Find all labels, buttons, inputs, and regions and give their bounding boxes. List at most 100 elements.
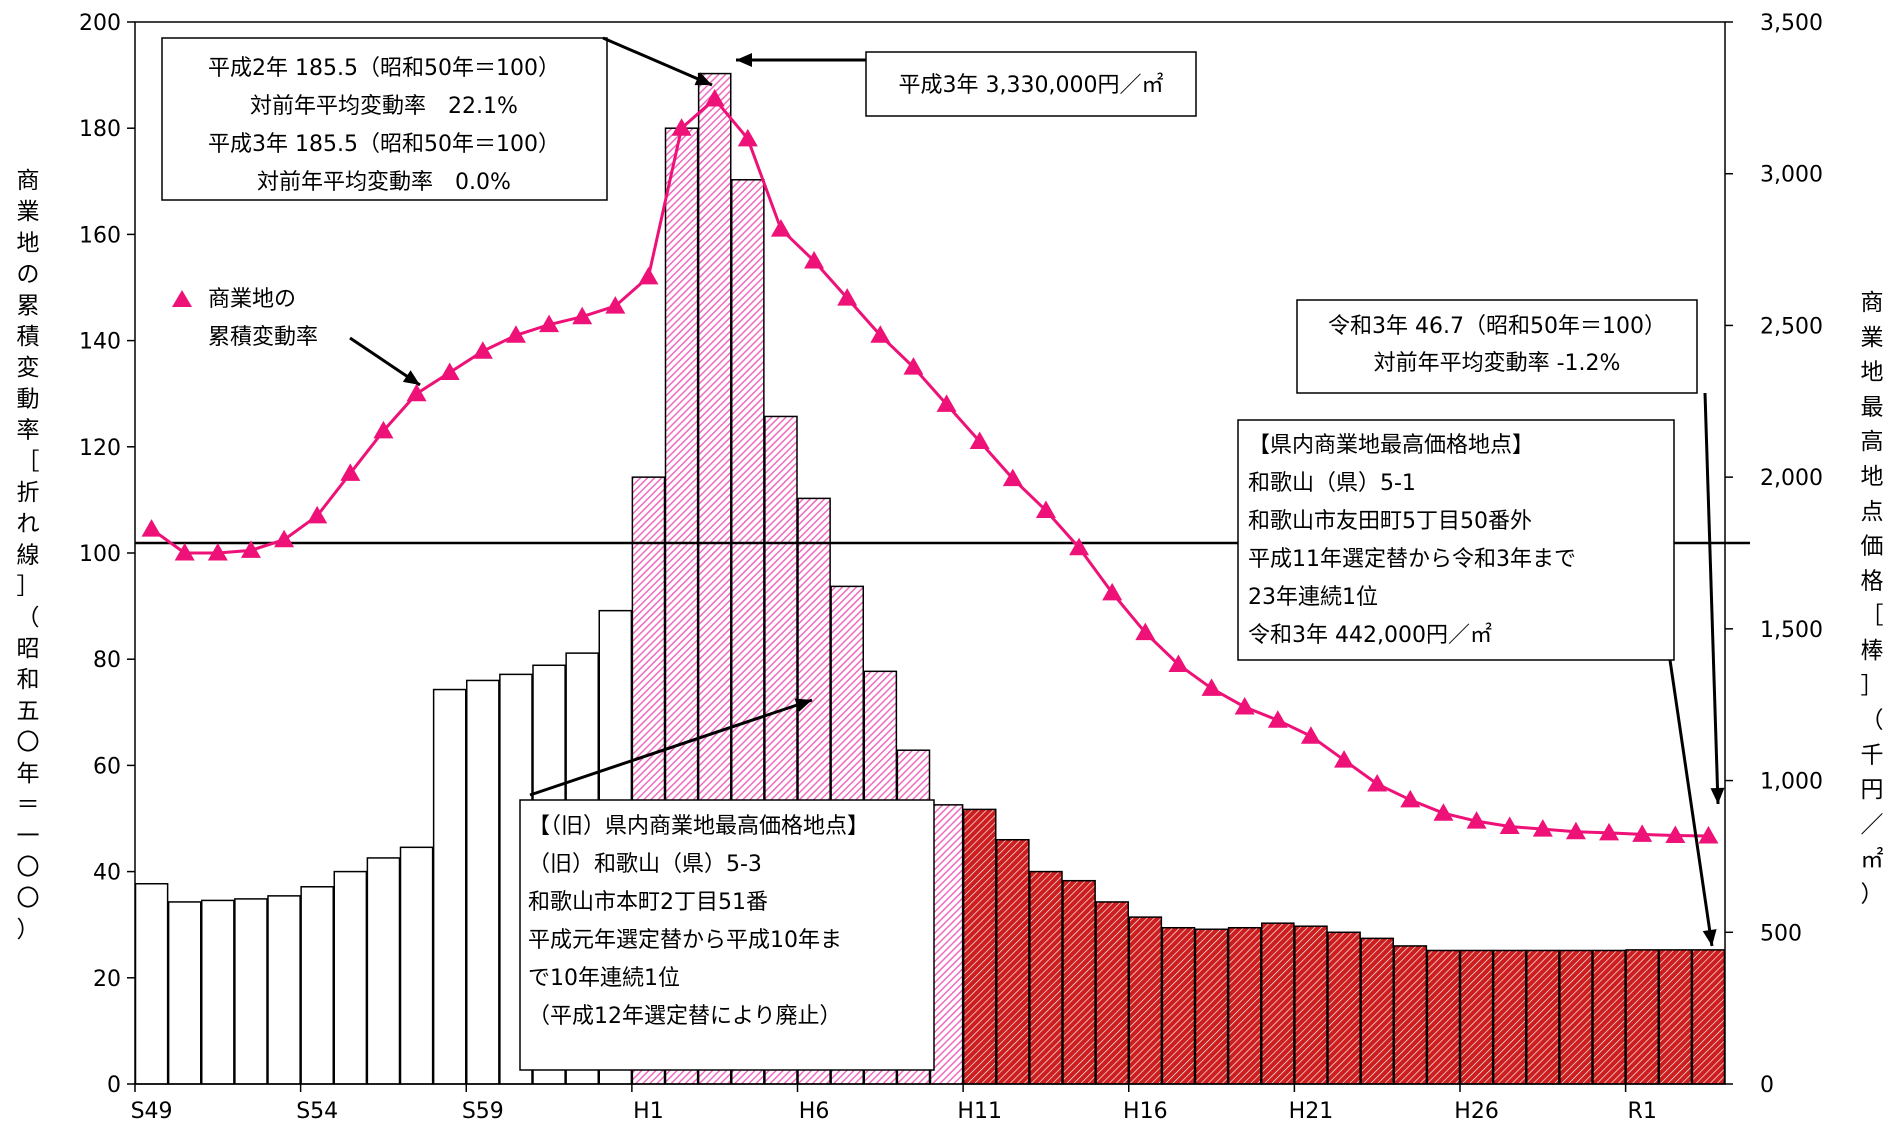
right-tick-label: 500 (1760, 921, 1802, 946)
bar-S49 (134, 882, 169, 1085)
bar-H11 (962, 808, 997, 1085)
line-point-H7 (837, 288, 858, 306)
line-point-H24 (1400, 789, 1421, 808)
annotation-box-5-text: 平成元年選定替から平成10年ま (528, 928, 842, 953)
bar-S56 (366, 857, 401, 1085)
left-tick-label: 140 (79, 330, 121, 355)
line-point-H2 (671, 118, 692, 136)
annotation-box-5-text: （旧）和歌山（県）5-3 (528, 852, 762, 877)
line-point-H30 (1599, 822, 1620, 841)
right-tick-label: 3,500 (1760, 11, 1823, 36)
right-axis-ticks: 0 500 1,000 1,500 2,000 2,500 3,000 3,500 (1725, 11, 1823, 1098)
line-point-H12 (1002, 468, 1023, 487)
annotation-box-4-text: 和歌山市友田町5丁目50番外 (1248, 509, 1532, 534)
line-point-R3 (1698, 826, 1719, 844)
x-tick-label: S54 (296, 1099, 338, 1124)
line-point-S63 (605, 296, 626, 314)
left-tick-label: 180 (79, 117, 121, 142)
bar-H26 (1459, 949, 1494, 1085)
right-tick-label: 2,000 (1760, 466, 1823, 491)
arrow-box3-to-line-end (1703, 392, 1720, 805)
line-point-H22 (1334, 750, 1355, 768)
arrow-box1-to-peak-head (694, 72, 712, 86)
annotation-box-5 (519, 799, 935, 1071)
line-point-S61 (539, 314, 560, 333)
legend-label-line1: 商業地の (208, 287, 296, 312)
annotation-box-2-text: 平成3年 3,330,000円／㎡ (899, 72, 1164, 98)
arrow-box5-to-bars (529, 698, 813, 797)
legend-marker-triangle (172, 290, 192, 307)
annotation-box-4 (1237, 419, 1675, 661)
line-point-H13 (1035, 500, 1056, 519)
arrow-box1-to-peak (602, 36, 713, 87)
bar-H12 (996, 838, 1030, 1085)
line-point-H28 (1532, 819, 1553, 837)
line-point-H27 (1499, 816, 1520, 834)
bar-S57 (399, 846, 434, 1085)
line-point-H11 (969, 431, 990, 449)
left-tick-label: 120 (79, 436, 121, 461)
bar-H22 (1327, 931, 1361, 1085)
bar-H25 (1426, 949, 1461, 1085)
line-point-H4 (737, 128, 758, 147)
bar-S50 (167, 901, 202, 1085)
legend: 商業地の 累積変動率 (172, 287, 318, 350)
arrow-box4-to-bar-end (1668, 659, 1714, 947)
line-point-S62 (572, 306, 593, 325)
line-point-H14 (1069, 537, 1090, 556)
x-axis-ticks: S49 S54 S59 H1 H6 H11 H16 H21 H26 R1 (131, 1084, 1657, 1124)
annotation-box-4-text: 令和3年 442,000円／㎡ (1248, 622, 1492, 648)
bar-S54 (300, 886, 334, 1085)
line-point-H8 (870, 325, 891, 343)
line-point-H17 (1168, 654, 1189, 673)
line-point-S59 (472, 341, 493, 359)
line-point-S60 (505, 325, 526, 343)
line-point-H5 (770, 219, 791, 237)
left-tick-label: 80 (93, 648, 121, 673)
annotations: 平成2年 185.5（昭和50年＝100） 対前年平均変動率 22.1% 平成3年 … (161, 37, 1698, 1071)
line-point-H23 (1367, 773, 1388, 792)
line-point-S55 (340, 463, 361, 481)
annotation-box-2 (865, 51, 1197, 117)
bar-H13 (1029, 870, 1063, 1085)
line-point-H26 (1466, 811, 1487, 829)
line-point-H21 (1300, 726, 1321, 744)
annotation-box-5-text: （平成12年選定替により廃止） (528, 1004, 842, 1029)
line-point-H6 (804, 250, 825, 269)
line-point-H18 (1201, 678, 1222, 696)
left-axis-ticks: 0 20 40 60 80 100 120 140 160 180 200 (79, 11, 135, 1098)
annotation-box-4-text: 和歌山（県）5-1 (1248, 471, 1416, 496)
left-tick-label: 200 (79, 11, 121, 36)
bar-H20 (1261, 922, 1295, 1085)
bar-S55 (333, 870, 368, 1085)
annotation-box-1-text: 対前年平均変動率 0.0% (257, 170, 511, 195)
left-tick-label: 40 (93, 861, 121, 886)
bar-S58 (432, 688, 467, 1085)
x-tick-label: S59 (462, 1099, 504, 1124)
x-tick-label: H11 (957, 1099, 1002, 1124)
annotation-box-4-text: 【県内商業地最高価格地点】 (1248, 433, 1534, 458)
bar-H19 (1227, 926, 1262, 1085)
line-point-S54 (307, 505, 328, 524)
arrow-legend-to-line-head (402, 370, 420, 385)
annotation-box-1-text: 対前年平均変動率 22.1% (250, 94, 518, 119)
line-point-R2 (1665, 825, 1686, 843)
bar-S53 (267, 895, 301, 1085)
line-point-S52 (240, 540, 261, 558)
right-tick-label: 2,500 (1760, 314, 1823, 339)
annotation-box-1-text: 平成3年 185.5（昭和50年＝100） (208, 132, 560, 157)
x-tick-label: H6 (799, 1099, 830, 1124)
bar-R1 (1625, 949, 1659, 1085)
x-tick-label: H1 (633, 1099, 664, 1124)
annotation-box-4-text: 23年連続1位 (1248, 585, 1378, 610)
annotation-box-5-text: 和歌山市本町2丁目51番 (528, 890, 768, 915)
annotation-box-1 (161, 37, 608, 201)
right-tick-label: 1,000 (1760, 770, 1823, 795)
annotation-box-4-text: 平成11年選定替から令和3年まで (1248, 547, 1576, 572)
left-tick-label: 0 (107, 1073, 121, 1098)
line-point-H15 (1102, 582, 1123, 601)
bar-H30 (1592, 949, 1626, 1085)
bar-H18 (1194, 928, 1229, 1085)
line-point-H16 (1135, 622, 1156, 641)
